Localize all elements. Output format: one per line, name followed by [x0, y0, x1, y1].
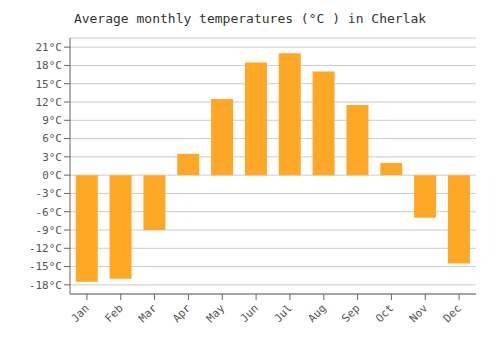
svg-text:18°C: 18°C: [36, 59, 63, 72]
svg-text:-12°C: -12°C: [29, 242, 62, 255]
svg-text:Mar: Mar: [136, 301, 160, 325]
svg-text:6°C: 6°C: [42, 132, 62, 145]
svg-text:15°C: 15°C: [36, 78, 63, 91]
svg-text:Feb: Feb: [102, 302, 125, 325]
svg-text:Dec: Dec: [441, 302, 464, 325]
svg-text:Jan: Jan: [69, 302, 92, 325]
svg-text:Oct: Oct: [373, 302, 396, 325]
svg-text:12°C: 12°C: [36, 96, 63, 109]
svg-text:May: May: [204, 301, 228, 325]
svg-text:Aug: Aug: [305, 302, 328, 325]
svg-text:9°C: 9°C: [42, 114, 62, 127]
svg-text:Nov: Nov: [407, 301, 431, 325]
svg-text:-9°C: -9°C: [36, 224, 63, 237]
html-text:Average monthly temperatures (: Average monthly temperatures (°C ) in Ch…: [73, 11, 427, 26]
svg-text:-3°C: -3°C: [36, 187, 63, 200]
svg-text:Jun: Jun: [238, 302, 261, 325]
svg-text:21°C: 21°C: [36, 41, 63, 54]
svg-text:-6°C: -6°C: [36, 206, 63, 219]
svg-text:3°C: 3°C: [42, 151, 62, 164]
svg-text:Jul: Jul: [272, 302, 295, 325]
svg-text:Sep: Sep: [339, 302, 362, 325]
svg-text:-18°C: -18°C: [29, 279, 62, 292]
svg-text:0°C: 0°C: [42, 169, 62, 182]
svg-text:Apr: Apr: [170, 301, 194, 325]
svg-text:-15°C: -15°C: [29, 260, 62, 273]
